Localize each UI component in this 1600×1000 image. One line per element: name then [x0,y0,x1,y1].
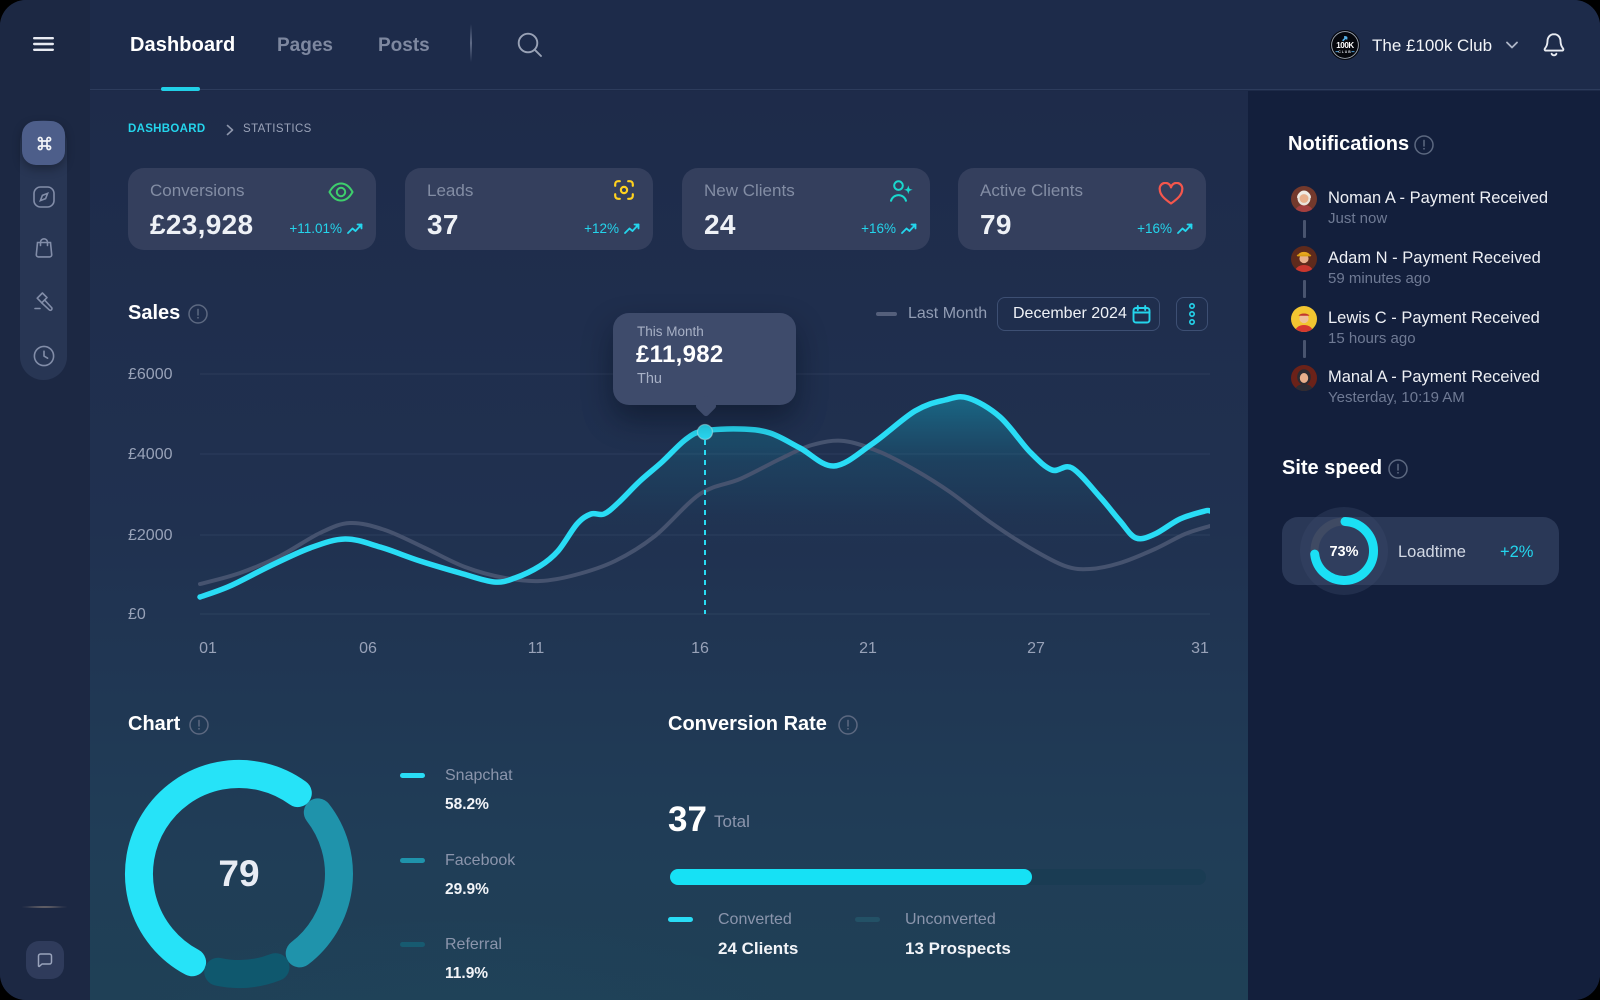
svg-text:CLUB: CLUB [1338,50,1351,54]
svg-text:100K: 100K [1336,41,1354,50]
